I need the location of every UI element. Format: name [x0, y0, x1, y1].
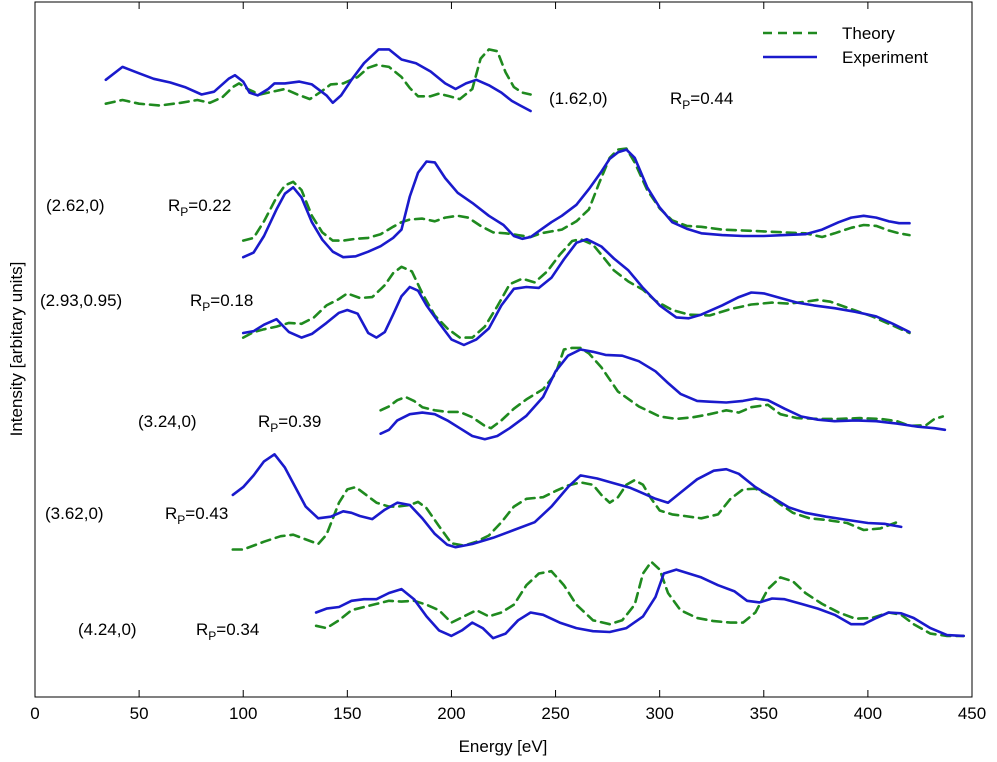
spectrum-label-3: (2.93,0.95) — [40, 291, 122, 310]
experiment-curve-6 — [314, 568, 966, 640]
rp-factor-4: RP=0.39 — [258, 412, 321, 435]
x-tick-label-350: 350 — [750, 704, 778, 723]
rp-factor-2: RP=0.22 — [168, 196, 231, 219]
legend-theory-label: Theory — [842, 24, 895, 43]
spectrum-label-4: (3.24,0) — [138, 412, 197, 431]
theory-curve-5 — [231, 478, 899, 551]
rp-factor-5: RP=0.43 — [165, 504, 228, 527]
spectrum-label-6: (4.24,0) — [78, 620, 137, 639]
plot-frame — [34, 1, 973, 698]
theory-curve-3 — [241, 237, 911, 339]
x-tick-label-50: 50 — [130, 704, 149, 723]
x-tick-label-300: 300 — [645, 704, 673, 723]
x-tick-label-150: 150 — [333, 704, 361, 723]
legend-experiment-label: Experiment — [842, 48, 928, 67]
rp-factor-3: RP=0.18 — [190, 291, 253, 314]
theory-curve-2 — [241, 147, 911, 242]
x-tick-label-100: 100 — [229, 704, 257, 723]
x-tick-label-200: 200 — [437, 704, 465, 723]
x-axis-label: Energy [eV] — [459, 737, 548, 756]
legend: Theory Experiment — [757, 16, 957, 76]
experiment-curve-4 — [379, 348, 947, 441]
spectrum-labels: (1.62,0) RP=0.44 (2.62,0) RP=0.22 (2.93,0.95… — [40, 89, 733, 643]
legend-background — [757, 16, 957, 76]
experiment-curve-3 — [241, 237, 911, 347]
rp-factor-6: RP=0.34 — [196, 620, 259, 643]
x-tick-label-250: 250 — [541, 704, 569, 723]
x-tick-label-0: 0 — [30, 704, 39, 723]
x-tick-label-450: 450 — [958, 704, 986, 723]
x-tick-label-400: 400 — [854, 704, 882, 723]
experiment-curve-1 — [104, 48, 532, 113]
x-axis-ticks: 0 50 100 150 200 250 300 350 400 450 — [30, 2, 986, 723]
theory-curve-4 — [379, 346, 945, 430]
experiment-curve-5 — [231, 452, 903, 549]
series-layer — [104, 48, 966, 640]
rp-factor-1: RP=0.44 — [670, 89, 733, 112]
experiment-curve-2 — [241, 148, 911, 259]
y-axis-label: Intensity [arbitary units] — [7, 262, 26, 437]
spectrum-label-2: (2.62,0) — [46, 196, 105, 215]
spectrum-label-5: (3.62,0) — [45, 504, 104, 523]
spectrum-label-1: (1.62,0) — [549, 89, 608, 108]
